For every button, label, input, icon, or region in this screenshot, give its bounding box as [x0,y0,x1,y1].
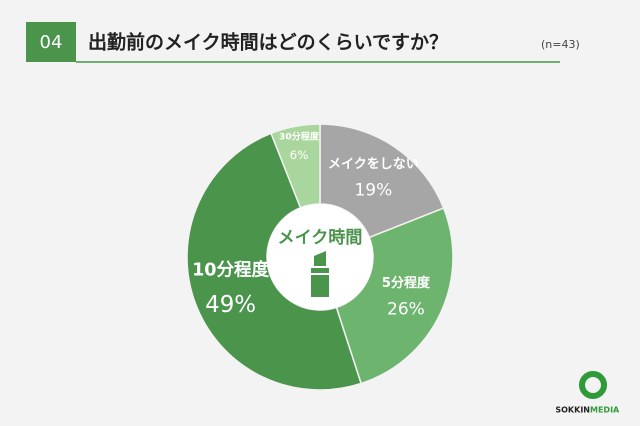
slice-label: 5分程度 [382,275,431,291]
logo-text: SOKKIN [555,406,590,415]
slice-label: 30分程度 [279,131,320,143]
number-box [26,22,76,62]
logo-text: MEDIA [590,406,620,415]
value-label: 26% [387,299,425,319]
value-label: 6% [290,148,309,162]
logo-ring [579,371,607,399]
lipstick-tip [314,251,326,266]
sample-note: (n=43) [541,38,580,51]
question-number: 04 [40,32,63,53]
lipstick-band [311,268,329,273]
chart-title: 出勤前のメイク時間はどのくらいですか？ [88,31,448,54]
lipstick-body [311,275,329,297]
slice-label: メイクをしない [328,157,419,172]
value-label: 19% [354,180,392,200]
center-label: メイク時間 [278,227,363,248]
value-label: 49% [205,292,256,318]
lipstick-icon [311,251,329,297]
slice-label: 10分程度 [192,259,269,280]
